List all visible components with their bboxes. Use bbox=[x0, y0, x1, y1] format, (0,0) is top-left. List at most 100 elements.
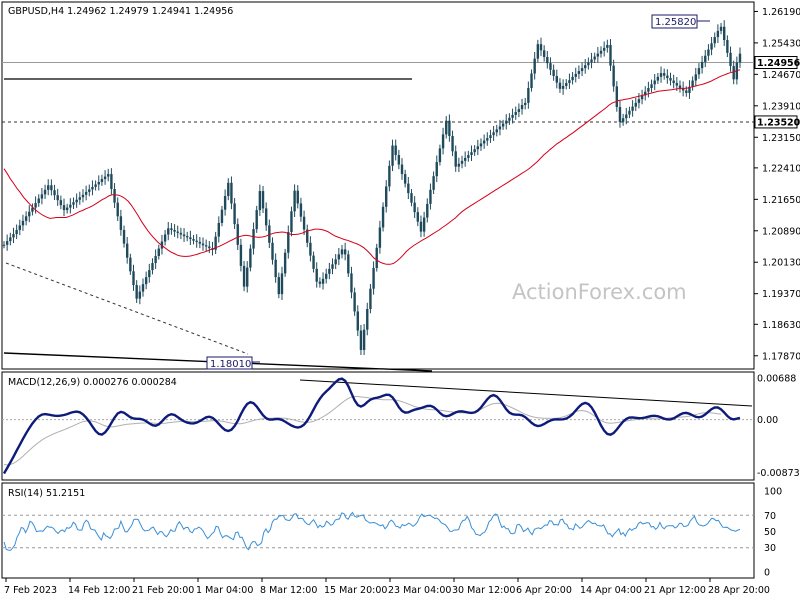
time-tick-label: 1 Mar 04:00 bbox=[196, 585, 253, 596]
candle bbox=[394, 139, 397, 161]
candle bbox=[268, 219, 271, 249]
candle bbox=[448, 114, 451, 142]
candle bbox=[72, 197, 75, 209]
candle bbox=[337, 247, 341, 266]
candle bbox=[719, 23, 723, 35]
candle bbox=[258, 184, 262, 216]
candle bbox=[606, 39, 609, 53]
candle bbox=[157, 244, 160, 260]
candle bbox=[138, 285, 142, 305]
candle bbox=[536, 39, 540, 63]
candle bbox=[691, 76, 694, 91]
candle bbox=[596, 47, 600, 63]
candle bbox=[290, 206, 293, 237]
candle bbox=[419, 215, 423, 238]
candle bbox=[571, 72, 574, 85]
candle bbox=[255, 205, 258, 233]
candle bbox=[151, 258, 154, 275]
candle bbox=[214, 231, 217, 255]
candle bbox=[618, 100, 622, 128]
candle bbox=[328, 262, 331, 280]
price-panel-title: GBPUSD,H4 1.24962 1.24979 1.24941 1.2495… bbox=[8, 6, 233, 17]
candle bbox=[2, 241, 6, 249]
watermark: ActionForex.com bbox=[512, 280, 687, 304]
candle bbox=[170, 222, 173, 235]
price-tick-label: 1.20130 bbox=[762, 258, 800, 269]
candle bbox=[634, 97, 637, 112]
rsi-lines bbox=[2, 511, 754, 551]
candle bbox=[182, 228, 186, 242]
candle bbox=[473, 145, 476, 156]
candle bbox=[457, 157, 461, 173]
candle bbox=[688, 80, 691, 99]
candle bbox=[167, 221, 170, 241]
candle bbox=[340, 244, 344, 259]
candle bbox=[678, 80, 682, 93]
candle bbox=[94, 180, 97, 191]
candle bbox=[524, 97, 527, 110]
candle bbox=[84, 185, 88, 201]
candle bbox=[309, 236, 312, 262]
macd-tick-label: -0.008734 bbox=[757, 468, 800, 479]
candle bbox=[312, 251, 315, 273]
candle bbox=[88, 184, 91, 197]
time-tick-label: 28 Apr 20:00 bbox=[708, 585, 770, 596]
candle bbox=[56, 188, 59, 206]
price-tick-label: 1.22410 bbox=[762, 163, 800, 174]
price-tick-label: 1.23910 bbox=[762, 101, 800, 112]
candle bbox=[287, 225, 290, 259]
candle bbox=[697, 63, 701, 79]
candle bbox=[486, 132, 489, 146]
candle bbox=[653, 73, 656, 91]
candle bbox=[277, 272, 281, 299]
candle bbox=[195, 234, 198, 248]
level-price-tag: 1.23520 bbox=[754, 115, 800, 129]
price-tick-label: 1.19370 bbox=[762, 289, 800, 300]
candle bbox=[640, 89, 644, 105]
candle bbox=[609, 39, 612, 71]
candle bbox=[612, 59, 615, 92]
candle bbox=[621, 113, 625, 126]
candle bbox=[324, 268, 328, 284]
candle bbox=[372, 261, 375, 295]
candle bbox=[422, 211, 426, 237]
moving-average-line bbox=[3, 69, 741, 265]
candle bbox=[223, 189, 227, 216]
candle bbox=[549, 57, 552, 76]
candle bbox=[647, 81, 650, 98]
candle bbox=[239, 238, 243, 272]
candle bbox=[233, 198, 236, 230]
candle bbox=[587, 57, 590, 70]
candle bbox=[593, 52, 596, 63]
candle bbox=[274, 253, 277, 283]
candle bbox=[707, 44, 710, 61]
candle bbox=[331, 258, 334, 275]
candle bbox=[463, 151, 467, 167]
candle bbox=[489, 129, 492, 143]
candle bbox=[479, 138, 483, 151]
candle bbox=[296, 185, 299, 209]
candle bbox=[47, 179, 50, 196]
candle bbox=[385, 180, 388, 213]
candle bbox=[482, 134, 486, 149]
macd-trendline bbox=[299, 379, 753, 407]
candle bbox=[435, 155, 438, 183]
time-tick-label: 21 Feb 20:00 bbox=[132, 585, 194, 596]
candle bbox=[353, 287, 356, 316]
time-tick-label: 15 Mar 20:00 bbox=[324, 585, 387, 596]
candle bbox=[62, 198, 66, 217]
candle bbox=[662, 68, 666, 80]
rsi-line bbox=[3, 511, 741, 551]
candle bbox=[732, 60, 735, 85]
candle bbox=[666, 69, 669, 84]
candle bbox=[110, 168, 113, 195]
candle bbox=[100, 174, 104, 186]
candle bbox=[53, 184, 56, 201]
candle bbox=[347, 250, 350, 277]
candle bbox=[410, 189, 413, 207]
candle bbox=[186, 231, 189, 242]
candle bbox=[242, 260, 246, 292]
candle bbox=[527, 81, 530, 109]
time-axis: 7 Feb 2023 14 Feb 12:00 21 Feb 20:00 1 Mar … bbox=[4, 578, 770, 596]
candle bbox=[495, 124, 498, 137]
